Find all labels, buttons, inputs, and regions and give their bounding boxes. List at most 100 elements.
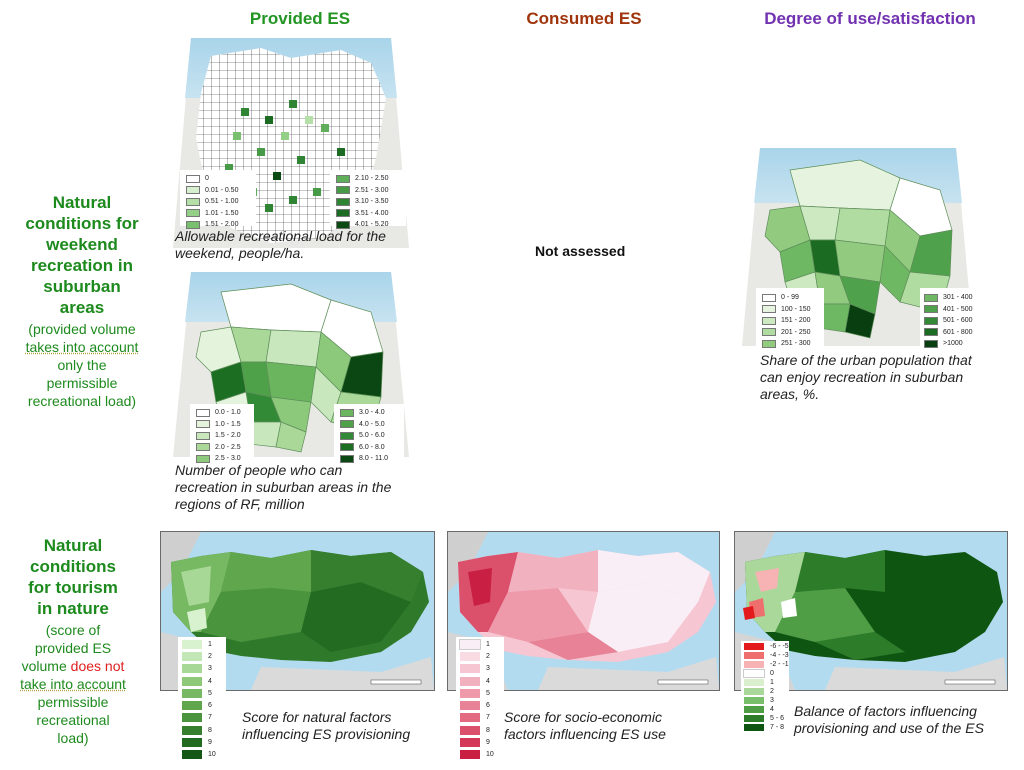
legend-allowable-load-right: 2.10 - 2.50 2.51 - 3.00 3.10 - 3.50 3.51… [336,173,388,231]
legend-swatch [762,293,776,302]
legend-people-left: 0.0 - 1.0 1.0 - 1.5 1.5 - 2.0 2.0 - 2.5 … [196,407,241,465]
legend-label: 6 [208,702,212,710]
legend-label: 301 - 400 [943,294,973,302]
legend-item: 1.01 - 1.50 [186,208,238,220]
legend-swatch [744,661,764,668]
legend-label: 8 [486,726,490,734]
header-provided-es: Provided ES [249,9,351,28]
legend-item: 501 - 600 [924,315,973,327]
legend-swatch [196,408,210,417]
legend-item: 5 [182,687,216,699]
legend-swatch [182,738,202,748]
legend-item: 9 [460,736,494,748]
legend-label: 2 [770,688,774,695]
legend-label: -2 - -1 [770,661,789,668]
legend-swatch [762,339,776,348]
legend-item: >1000 [924,338,973,350]
legend-swatch [460,701,480,711]
legend-item: 6.0 - 8.0 [340,442,388,454]
legend-swatch [744,697,764,704]
legend-swatch [460,664,480,674]
row-title: Natural conditions for weekend recreatio… [25,193,139,317]
legend-swatch [182,688,202,698]
legend-item: 3.0 - 4.0 [340,407,388,419]
legend-label: 0 [205,175,209,183]
legend-item: 1 [459,638,494,650]
legend-label: 5 [208,689,212,697]
legend-label: 2 [486,652,490,660]
legend-item: 9 [182,736,216,748]
legend-label: 6.0 - 8.0 [359,443,385,451]
legend-swatch [340,443,354,452]
legend-label: 4 [770,706,774,713]
legend-item: 3.51 - 4.00 [336,208,388,220]
legend-swatch [196,443,210,452]
legend-item: 3 [744,696,789,705]
legend-label: -6 - -5 [770,643,789,650]
legend-label: -4 - -3 [770,652,789,659]
legend-natural-factors: 1 2 3 4 5 6 7 8 9 10 [182,638,216,761]
legend-item: 10 [182,749,216,761]
map-balance-of-factors [734,531,1008,691]
legend-swatch [336,209,350,218]
legend-item: 201 - 250 [762,327,811,339]
legend-share-left: 0 - 99 100 - 150 151 - 200 201 - 250 251… [762,292,811,350]
legend-label: 2.5 - 3.0 [215,455,241,463]
legend-item: 151 - 200 [762,315,811,327]
legend-swatch [196,431,210,440]
legend-swatch [186,197,200,206]
legend-swatch [924,293,938,302]
legend-balance-of-factors: -6 - -5 -4 - -3 -2 - -1 0 1 2 3 4 5 - 6 … [743,642,789,732]
legend-item: 7 [460,712,494,724]
legend-label: 401 - 500 [943,305,973,313]
row-label-weekend-recreation: Natural conditions for weekend recreatio… [0,192,164,410]
legend-swatch [182,676,202,686]
legend-item: 7 [182,712,216,724]
legend-item: 2 [460,650,494,662]
caption-natural-factors: Score for natural factors influencing ES … [242,709,411,742]
legend-label: 10 [486,751,494,759]
legend-item: 7 - 8 [744,723,789,732]
legend-item: 1.5 - 2.0 [196,430,241,442]
legend-swatch [340,408,354,417]
legend-label: 251 - 300 [781,340,811,348]
legend-label: 9 [208,739,212,747]
legend-label: 1 [486,640,490,648]
legend-item: -4 - -3 [744,651,789,660]
legend-item: 3 [182,663,216,675]
legend-item: 8 [460,724,494,736]
legend-item: 301 - 400 [924,292,973,304]
legend-swatch [743,669,765,678]
caption-socio-economic-factors: Score for socio-economic factors influenc… [504,709,666,742]
legend-label: 5.0 - 6.0 [359,432,385,440]
legend-swatch [744,688,764,695]
legend-label: 1 [208,640,212,648]
legend-swatch [460,688,480,698]
legend-label: 100 - 150 [781,305,811,313]
legend-item: 2.51 - 3.00 [336,185,388,197]
legend-swatch [924,316,938,325]
legend-swatch [924,305,938,314]
legend-item: 4 [182,675,216,687]
legend-swatch [336,220,350,229]
legend-swatch [744,652,764,659]
legend-item: 5 [460,687,494,699]
legend-swatch [336,186,350,195]
legend-swatch [186,174,200,183]
legend-item: 100 - 150 [762,304,811,316]
legend-label: 201 - 250 [781,328,811,336]
legend-item: 0.01 - 0.50 [186,185,238,197]
legend-label: 1.51 - 2.00 [205,221,239,229]
legend-item: 5.0 - 6.0 [340,430,388,442]
legend-allowable-load-left: 0 0.01 - 0.50 0.51 - 1.00 1.01 - 1.50 1.… [186,173,238,231]
legend-item: 6 [182,699,216,711]
legend-item: 4 [744,705,789,714]
legend-label: 6 [486,702,490,710]
legend-swatch [186,209,200,218]
legend-swatch [196,454,210,463]
legend-item: 0 [186,173,238,185]
legend-swatch [744,724,764,731]
legend-label: 7 [208,714,212,722]
legend-label: 1.0 - 1.5 [215,420,241,428]
caption-number-of-people: Number of people who can recreation in su… [175,462,392,512]
